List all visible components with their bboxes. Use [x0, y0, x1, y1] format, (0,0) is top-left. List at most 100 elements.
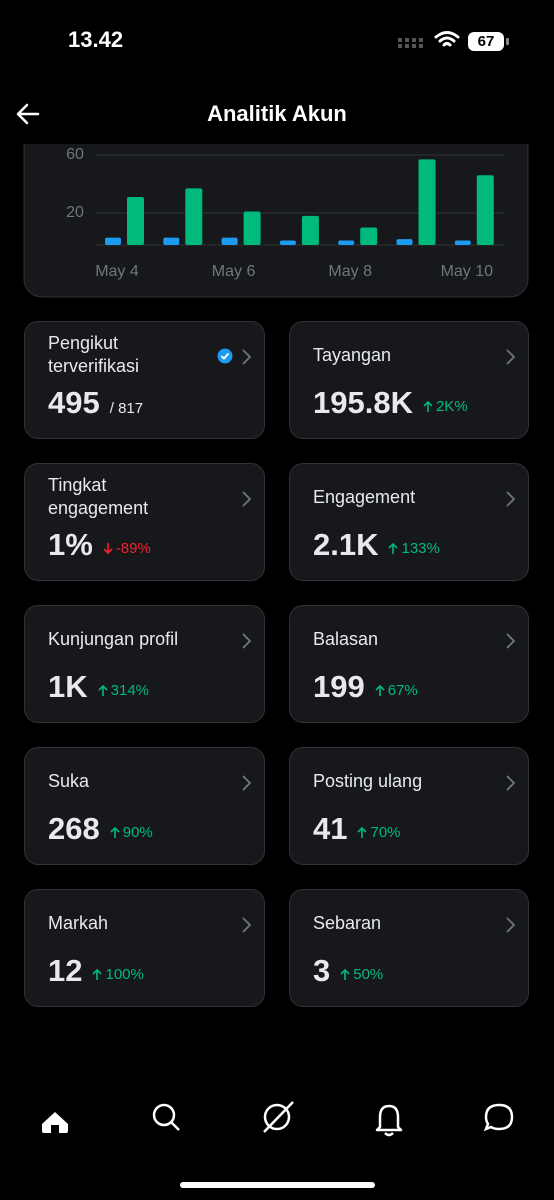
nav-grok[interactable] — [263, 1101, 294, 1133]
metric-change: 2K% — [423, 398, 468, 415]
metric-card[interactable]: Tayangan 195.8K 2K% — [289, 321, 529, 439]
metric-change: 314% — [98, 682, 149, 699]
metric-change: 50% — [340, 966, 383, 983]
nav-messages[interactable] — [483, 1103, 514, 1132]
metric-label: Pengikut terverifikasi — [48, 333, 140, 376]
metric-label: Balasan — [313, 628, 379, 649]
metric-value: 1K — [48, 669, 88, 704]
change-text: 2K% — [435, 398, 468, 415]
nav-search[interactable] — [152, 1103, 180, 1131]
bar — [221, 237, 238, 245]
metric-row: 1% -89% — [48, 527, 151, 563]
metric-row: 199 67% — [313, 669, 418, 705]
metric-value: 2.1K — [313, 527, 379, 562]
y-tick-label: 20 — [66, 204, 84, 221]
metric-value: 1% — [48, 527, 93, 562]
metric-row: 268 90% — [48, 811, 153, 847]
chevron — [506, 491, 516, 507]
bar — [105, 237, 121, 245]
chevron — [242, 633, 252, 649]
metric-card[interactable]: Kunjungan profil 1K 314% — [24, 605, 265, 723]
battery-icon — [468, 32, 504, 51]
metric-label: Engagement — [313, 486, 416, 507]
bar — [338, 240, 355, 245]
change-text: -89% — [115, 540, 151, 557]
metric-value: 12 — [48, 953, 83, 988]
metric-total: / 817 — [109, 400, 144, 417]
metric-row: 195.8K 2K% — [313, 385, 468, 421]
back-button[interactable] — [16, 103, 40, 125]
bar — [163, 237, 180, 245]
metric-card[interactable]: Posting ulang 41 70% — [289, 747, 529, 865]
bar — [454, 240, 471, 245]
bar — [418, 159, 436, 245]
x-tick-label: May 6 — [212, 263, 256, 280]
x-tick-label: May 8 — [328, 263, 372, 280]
metric-row: 2.1K 133% — [313, 527, 440, 563]
metric-label: Kunjungan profil — [48, 628, 179, 649]
metric-label: Markah — [48, 912, 109, 933]
metric-grid: Pengikut terverifikasi 495 / 817 Tayangan 19… — [24, 321, 529, 1007]
battery-tip — [506, 38, 509, 45]
header-and-chart: 20 60 May 4 May 6 May 8 May 10 13.42 67 Anali… — [0, 0, 554, 298]
y-tick-label: 60 — [66, 146, 84, 163]
metric-change: 100% — [92, 966, 144, 983]
nav-home[interactable] — [42, 1112, 68, 1133]
chevron — [506, 633, 516, 649]
bar — [476, 175, 494, 245]
metric-label: Tingkat engagement — [48, 475, 149, 518]
metric-row: 3 50% — [313, 953, 383, 989]
metric-change: 67% — [375, 682, 418, 699]
battery-level: 67 — [478, 33, 495, 50]
metric-value: 41 — [313, 811, 348, 846]
metric-row: 12 100% — [48, 953, 144, 989]
metric-card[interactable]: Sebaran 3 50% — [289, 889, 529, 1007]
verified-badge — [217, 348, 233, 364]
chart: 20 60 May 4 May 6 May 8 May 10 — [66, 146, 505, 280]
chevron — [506, 917, 516, 933]
metric-value: 268 — [48, 811, 100, 846]
trend-arrow — [340, 968, 350, 980]
bar — [360, 227, 378, 245]
wifi-icon — [434, 31, 460, 47]
chevron — [242, 491, 252, 507]
x-tick-label: May 10 — [441, 263, 494, 280]
trend-arrow — [110, 826, 120, 838]
change-text: 90% — [122, 824, 153, 841]
metric-card[interactable]: Engagement 2.1K 133% — [289, 463, 529, 581]
change-text: 70% — [370, 824, 401, 841]
change-text: 67% — [387, 682, 418, 699]
bar — [243, 211, 261, 245]
change-text: 50% — [353, 966, 384, 983]
x-tick-label: May 4 — [95, 263, 139, 280]
time: 13.42 — [68, 27, 123, 52]
metric-label: Tayangan — [313, 344, 392, 365]
trend-arrow — [92, 968, 103, 980]
metric-value: 195.8K — [313, 385, 413, 420]
change-text: 100% — [105, 966, 144, 983]
bar — [127, 197, 144, 245]
metric-card[interactable]: Tingkat engagement 1% -89% — [24, 463, 265, 581]
metric-label: Posting ulang — [313, 770, 423, 791]
bottom-nav — [42, 1101, 514, 1188]
chevron — [506, 349, 516, 365]
nav-notifications[interactable] — [375, 1104, 403, 1137]
trend-arrow — [103, 543, 113, 555]
metric-label: Sebaran — [313, 912, 382, 933]
metric-card[interactable]: Pengikut terverifikasi 495 / 817 — [24, 321, 265, 439]
chevron — [506, 775, 516, 791]
chevron — [242, 917, 252, 933]
bar — [301, 215, 319, 245]
metric-change: 70% — [357, 824, 401, 841]
metric-value: 3 — [313, 953, 331, 988]
page-title: Analitik Akun — [207, 101, 347, 126]
metric-row: 1K 314% — [48, 669, 149, 705]
change-text: 314% — [110, 682, 150, 699]
bar — [396, 239, 413, 245]
trend-arrow — [357, 826, 368, 838]
metric-card[interactable]: Markah 12 100% — [24, 889, 265, 1007]
bar — [185, 188, 203, 245]
metric-card[interactable]: Balasan 199 67% — [289, 605, 529, 723]
metric-card[interactable]: Suka 268 90% — [24, 747, 265, 865]
